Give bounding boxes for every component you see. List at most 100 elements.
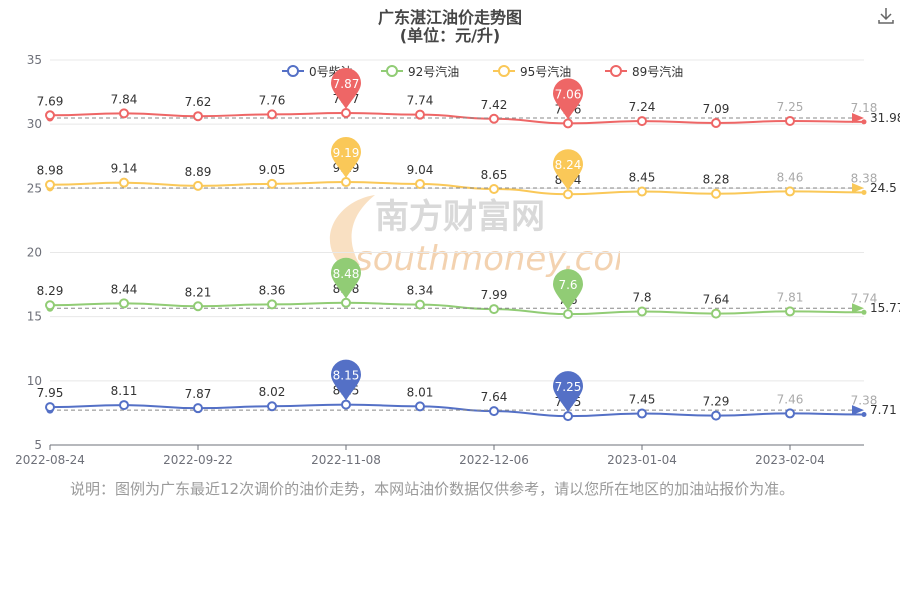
data-label: 8.65 [481, 168, 508, 182]
max-marker-pin: 7.87 [331, 68, 361, 110]
pin-shape [331, 359, 361, 401]
data-label: 7.84 [111, 92, 138, 106]
data-label: 7.8 [632, 291, 651, 305]
data-point [415, 299, 425, 310]
data-label: 7.38 [851, 393, 878, 407]
data-label: 7.24 [629, 100, 656, 114]
data-label: 7.74 [851, 291, 878, 305]
y-tick-label: 30 [27, 117, 42, 131]
max-marker-pin: 8.15 [331, 359, 361, 401]
series-line [49, 403, 865, 418]
series-line [49, 181, 865, 196]
data-label: 7.45 [629, 393, 656, 407]
data-label: 8.89 [185, 165, 212, 179]
average-label: 24.5 [870, 181, 897, 195]
data-label: 9.04 [407, 163, 434, 177]
y-tick-label: 25 [27, 181, 42, 195]
data-label: 7.99 [481, 288, 508, 302]
data-point [785, 408, 795, 419]
data-point [45, 110, 55, 121]
data-point [711, 410, 721, 421]
average-label: 31.98 [870, 111, 900, 125]
average-label: 7.71 [870, 403, 897, 417]
data-label: 7.64 [481, 390, 508, 404]
data-label: 9.05 [259, 163, 286, 177]
data-label: 7.18 [851, 101, 878, 115]
chart-title: 广东湛江油价走势图 [377, 8, 522, 27]
average-label: 15.77 [870, 301, 900, 315]
x-tick-label: 2023-01-04 [607, 453, 677, 467]
data-label: 8.11 [111, 384, 138, 398]
data-point [489, 113, 499, 124]
data-label: 7.25 [777, 100, 804, 114]
data-point [119, 177, 129, 188]
chart-note: 说明：图例为广东最近12次调价的油价走势，本网站油价数据仅供参考，请以您所在地区… [70, 480, 795, 498]
data-label: 9.14 [111, 162, 138, 176]
data-point [193, 301, 203, 312]
data-point [785, 186, 795, 197]
pin-shape [553, 371, 583, 413]
y-tick-label: 20 [27, 246, 42, 260]
data-point [341, 177, 351, 188]
data-point [267, 401, 277, 412]
data-point [489, 304, 499, 315]
legend: 0号柴油 92号汽油 95号汽油 89号汽油 [282, 64, 683, 79]
min-marker-label: 7.06 [555, 87, 582, 101]
data-label: 7.69 [37, 94, 64, 108]
download-icon[interactable] [876, 6, 896, 26]
data-point [415, 401, 425, 412]
data-point [861, 309, 867, 315]
data-point [711, 118, 721, 129]
legend-label: 89号汽油 [632, 64, 683, 79]
data-label: 8.21 [185, 285, 212, 299]
data-point [861, 189, 867, 195]
data-point [563, 118, 573, 129]
data-point [267, 299, 277, 310]
data-label: 8.46 [777, 170, 804, 184]
data-point [563, 411, 573, 422]
data-point [563, 309, 573, 320]
data-point [341, 108, 351, 119]
min-marker-pin: 8.24 [553, 149, 583, 191]
max-marker-label: 7.87 [333, 77, 360, 91]
pin-shape [553, 149, 583, 191]
data-label: 7.74 [407, 94, 434, 108]
legend-marker [287, 65, 299, 77]
data-point [341, 399, 351, 410]
x-tick-label: 2023-02-04 [755, 453, 825, 467]
legend-marker [610, 65, 622, 77]
data-point [785, 115, 795, 126]
data-point [563, 189, 573, 200]
data-label: 8.34 [407, 284, 434, 298]
data-point [119, 400, 129, 411]
data-point [785, 306, 795, 317]
data-point [861, 119, 867, 125]
data-point [119, 108, 129, 119]
data-label: 8.36 [259, 283, 286, 297]
average-arrow [852, 182, 864, 193]
data-label: 7.29 [703, 395, 730, 409]
max-marker-label: 9.19 [333, 146, 360, 160]
data-label: 8.98 [37, 164, 64, 178]
series-line [49, 112, 865, 125]
average-arrow [852, 303, 864, 314]
data-point [637, 306, 647, 317]
max-marker-label: 8.15 [333, 369, 360, 383]
pin-shape [553, 269, 583, 311]
data-point [489, 183, 499, 194]
min-marker-label: 8.24 [555, 158, 582, 172]
pin-shape [331, 68, 361, 110]
x-tick-label: 2022-11-08 [311, 453, 381, 467]
max-marker-pin: 9.19 [331, 137, 361, 179]
legend-marker [498, 65, 510, 77]
data-point [637, 408, 647, 419]
data-point [193, 403, 203, 414]
min-marker-pin: 7.06 [553, 78, 583, 120]
data-label: 7.09 [703, 102, 730, 116]
pin-shape [553, 78, 583, 120]
data-point [637, 186, 647, 197]
data-point [341, 297, 351, 308]
chart-subtitle: (单位：元/升) [399, 26, 501, 45]
average-arrow [852, 405, 864, 416]
data-label: 8.01 [407, 385, 434, 399]
